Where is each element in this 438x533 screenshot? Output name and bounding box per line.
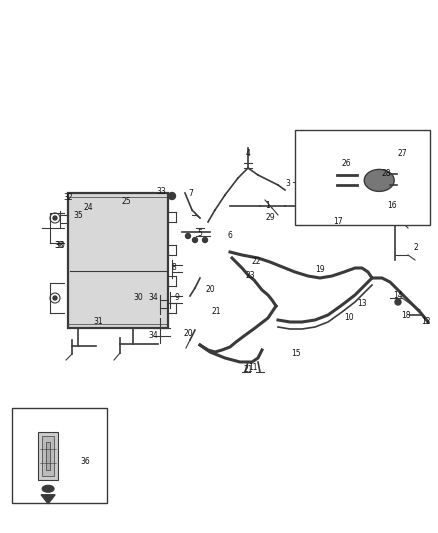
Circle shape	[202, 238, 208, 243]
Text: 22: 22	[251, 256, 261, 265]
Text: 11: 11	[248, 364, 258, 373]
Text: 21: 21	[211, 308, 221, 317]
Circle shape	[192, 238, 198, 243]
Circle shape	[169, 192, 176, 199]
Circle shape	[186, 233, 191, 238]
Text: 25: 25	[121, 197, 131, 206]
Text: 36: 36	[80, 457, 90, 466]
Text: 17: 17	[333, 216, 343, 225]
Text: 20: 20	[205, 286, 215, 295]
Text: 13: 13	[357, 298, 367, 308]
Text: 14: 14	[393, 292, 403, 301]
Text: 1: 1	[265, 201, 270, 211]
Text: 29: 29	[265, 214, 275, 222]
Text: 32: 32	[63, 193, 73, 203]
Text: 28: 28	[381, 168, 391, 177]
Circle shape	[395, 299, 401, 305]
Text: 23: 23	[245, 271, 255, 280]
Bar	[68, 193, 168, 328]
Text: 7: 7	[189, 189, 194, 198]
Text: 15: 15	[291, 349, 301, 358]
Text: 9: 9	[175, 294, 180, 303]
Circle shape	[53, 296, 57, 300]
Bar	[42, 436, 54, 476]
Text: 8: 8	[172, 262, 177, 271]
Text: 24: 24	[83, 204, 93, 213]
Text: 2: 2	[413, 244, 418, 253]
Text: 18: 18	[401, 311, 411, 320]
Text: 33: 33	[156, 187, 166, 196]
Ellipse shape	[42, 485, 54, 492]
Polygon shape	[41, 495, 55, 504]
Bar	[46, 442, 50, 470]
Text: 30: 30	[55, 241, 65, 251]
Text: 16: 16	[387, 201, 397, 211]
Text: 19: 19	[315, 265, 325, 274]
Bar	[295, 130, 430, 225]
Text: 27: 27	[397, 149, 407, 157]
Bar	[12, 408, 107, 503]
Text: 5: 5	[198, 230, 202, 238]
Text: 20: 20	[183, 328, 193, 337]
Text: 4: 4	[246, 149, 251, 157]
Text: 30: 30	[133, 294, 143, 303]
Text: 31: 31	[93, 317, 103, 326]
Text: 33: 33	[54, 240, 64, 249]
Text: 10: 10	[344, 313, 354, 322]
Text: 21: 21	[243, 366, 253, 375]
Text: 12: 12	[421, 317, 431, 326]
Ellipse shape	[364, 169, 394, 191]
Text: 3: 3	[286, 179, 290, 188]
Text: 34: 34	[148, 332, 158, 341]
Text: 6: 6	[228, 231, 233, 240]
Text: 34: 34	[148, 294, 158, 303]
Bar	[38, 432, 58, 480]
Text: 26: 26	[341, 158, 351, 167]
Text: 35: 35	[73, 212, 83, 221]
Circle shape	[53, 216, 57, 220]
